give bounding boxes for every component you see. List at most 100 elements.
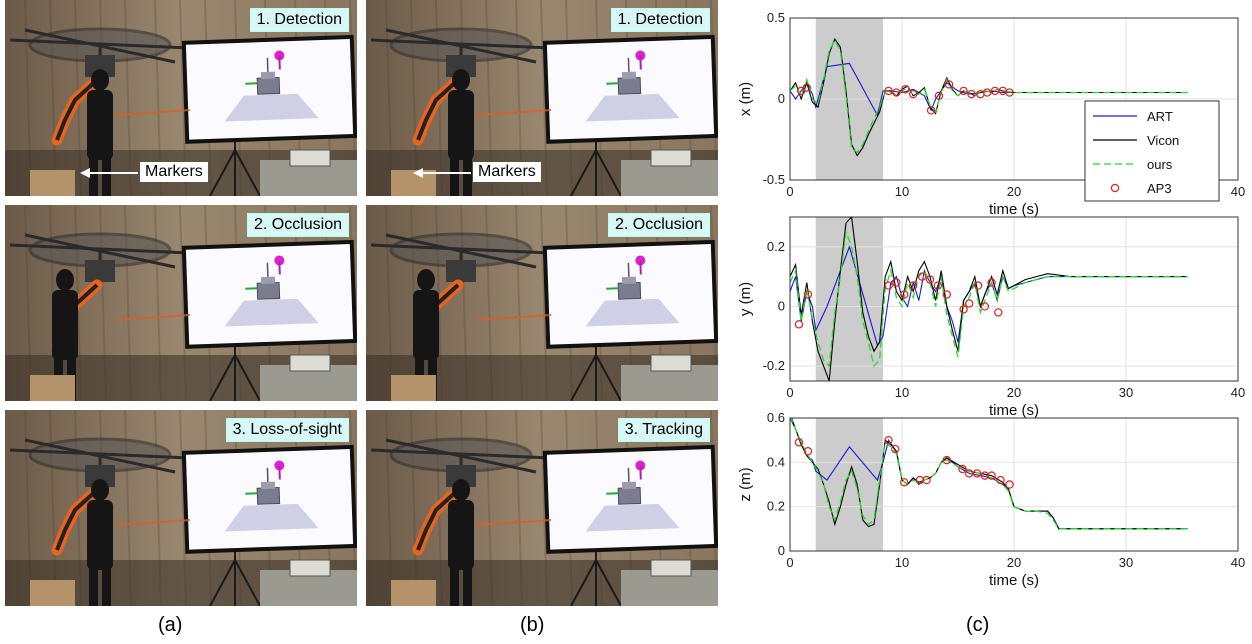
- legend-label-ap3: AP3: [1147, 181, 1172, 196]
- x-tick-label: 30: [1119, 555, 1133, 570]
- ap3-point: [1005, 88, 1014, 97]
- shaded-interval: [815, 217, 883, 381]
- legend-marker-ap3: [1110, 183, 1120, 193]
- ap3-point: [900, 290, 909, 299]
- photo-panel-b-1: 1. Detection Markers: [366, 0, 718, 196]
- caption-b: (b): [520, 614, 545, 636]
- y-tick-label: 0.2: [767, 239, 785, 254]
- y-axis-label: z (m): [737, 467, 754, 501]
- ap3-point: [942, 290, 951, 299]
- x-tick-label: 0: [786, 184, 793, 199]
- markers-arrow-icon: [413, 168, 471, 178]
- legend-label-vicon: Vicon: [1147, 133, 1179, 148]
- ap3-point: [892, 88, 901, 97]
- x-tick-label: 0: [786, 555, 793, 570]
- ap3-point: [1005, 480, 1014, 489]
- y-tick-label: 0.6: [767, 410, 785, 425]
- series-line-vicon: [791, 418, 1188, 530]
- chart-2: 0 10 20 30 40 0 0.2 0.4 0.6 time (s) z (m): [737, 410, 1245, 589]
- ap3-point: [987, 278, 996, 287]
- y-tick-label: 0: [778, 543, 785, 558]
- ap3-point: [964, 469, 974, 478]
- photo-panel-a-1: 1. Detection Markers: [5, 0, 357, 196]
- legend-label-art: ART: [1147, 109, 1173, 124]
- plot-frame: [789, 17, 1239, 181]
- x-axis-label: time (s): [989, 402, 1039, 419]
- y-tick-label: 0: [778, 91, 785, 106]
- ap3-point: [884, 86, 893, 96]
- ap3-point: [980, 302, 990, 311]
- ap3-point: [982, 88, 992, 97]
- series-line-ours: [790, 418, 1188, 530]
- x-tick-label: 40: [1231, 555, 1245, 570]
- ap3-point: [959, 86, 968, 96]
- photo-label: 3. Loss-of-sight: [225, 418, 349, 442]
- ap3-point: [891, 444, 900, 454]
- y-tick-label: 0.4: [767, 454, 785, 469]
- markers-label: Markers: [140, 162, 208, 182]
- y-tick-label: 0.2: [767, 499, 785, 514]
- y-axis-label: y (m): [737, 282, 754, 316]
- ap3-point: [925, 275, 935, 284]
- ap3-point: [990, 86, 1000, 96]
- x-tick-label: 0: [786, 385, 793, 400]
- ap3-point: [901, 85, 910, 94]
- caption-c: (c): [966, 614, 990, 636]
- ap3-point: [802, 83, 812, 92]
- legend-label-ours: ours: [1147, 157, 1173, 172]
- x-axis-label: time (s): [989, 572, 1039, 589]
- photo-label: 2. Occlusion: [246, 213, 349, 237]
- plot-frame: [789, 216, 1239, 382]
- photo-label: 1. Detection: [610, 8, 710, 32]
- ap3-point: [803, 447, 813, 456]
- ap3-point: [964, 299, 974, 308]
- ap3-point: [892, 278, 901, 287]
- ap3-point: [926, 106, 936, 115]
- ap3-point: [958, 464, 967, 474]
- ap3-point: [973, 281, 983, 290]
- ap3-point: [794, 438, 804, 447]
- photo-label: 3. Tracking: [617, 418, 710, 442]
- x-tick-label: 40: [1231, 184, 1245, 199]
- ap3-point: [917, 272, 927, 281]
- caption-a: (a): [158, 614, 183, 636]
- ap3-point: [942, 455, 951, 465]
- ap3-point: [922, 475, 931, 485]
- photo-panel-a-2: 2. Occlusion: [5, 205, 357, 401]
- ap3-point: [884, 435, 893, 445]
- x-tick-label: 10: [895, 385, 909, 400]
- ap3-point: [933, 281, 943, 290]
- plot-frame: [789, 417, 1239, 552]
- y-tick-label: -0.5: [763, 172, 785, 187]
- x-tick-label: 10: [895, 184, 909, 199]
- ap3-point: [908, 89, 918, 99]
- x-tick-label: 20: [1007, 385, 1021, 400]
- ap3-point: [944, 80, 954, 89]
- markers-arrow-icon: [80, 168, 138, 178]
- ap3-point: [794, 320, 804, 329]
- x-axis-label: time (s): [989, 201, 1039, 218]
- ap3-point: [803, 290, 813, 299]
- x-tick-label: 30: [1119, 385, 1133, 400]
- ap3-point: [996, 475, 1005, 485]
- ap3-point: [959, 305, 968, 314]
- ap3-point: [884, 281, 893, 290]
- x-tick-label: 20: [1007, 555, 1021, 570]
- ap3-point: [987, 471, 996, 480]
- markers-label: Markers: [473, 162, 541, 182]
- y-tick-label: -0.2: [763, 358, 785, 373]
- photo-panel-b-2: 2. Occlusion: [366, 205, 718, 401]
- y-tick-label: 0: [778, 298, 785, 313]
- photo-panel-a-3: 3. Loss-of-sight: [5, 410, 357, 606]
- x-tick-label: 20: [1007, 184, 1021, 199]
- ap3-point: [934, 91, 944, 100]
- x-tick-label: 40: [1231, 385, 1245, 400]
- ap3-point: [967, 89, 976, 99]
- ap3-point: [900, 478, 909, 487]
- series-line-vicon: [790, 217, 1188, 381]
- ap3-point: [908, 281, 918, 290]
- ap3-point: [994, 308, 1003, 317]
- photo-panel-b-3: 3. Tracking: [366, 410, 718, 606]
